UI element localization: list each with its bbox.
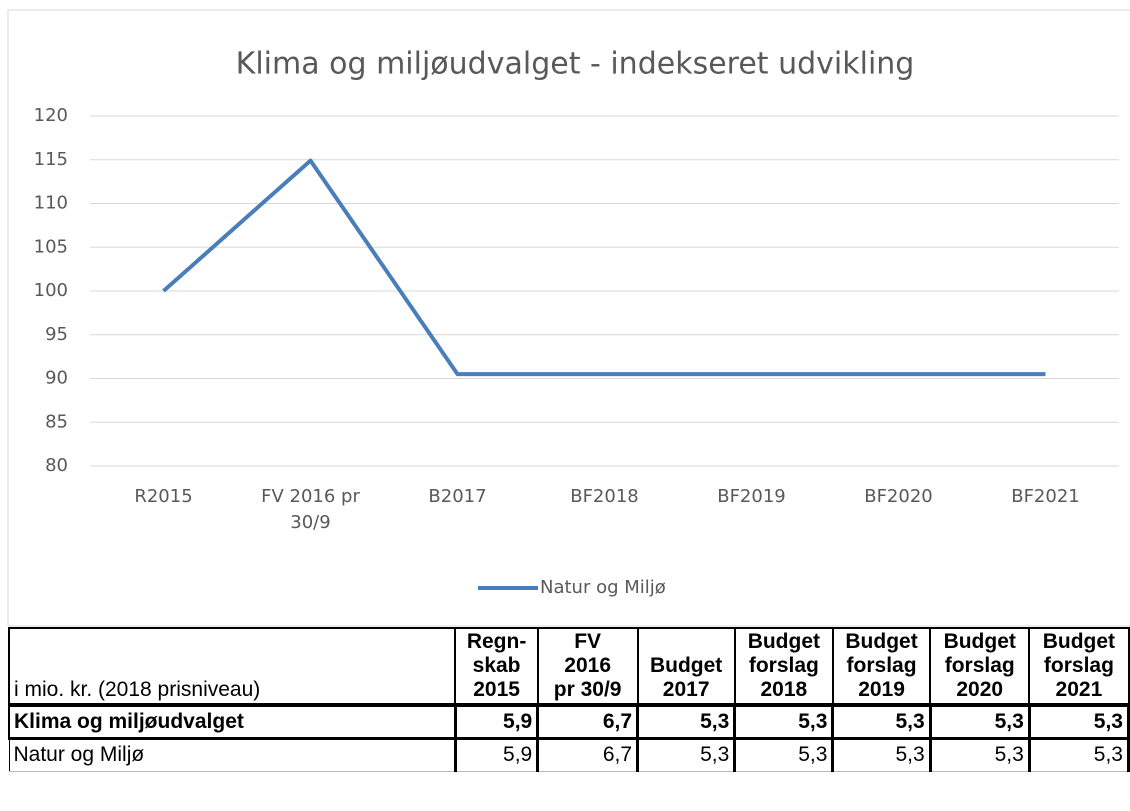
- table-cell: 5,3: [637, 737, 737, 772]
- x-tick-label: FV 2016 pr 30/9: [261, 486, 360, 533]
- table-row: Klima og miljøudvalget 5,9 6,7 5,3 5,3 5,3 5,3…: [7, 704, 1130, 740]
- y-tick-label: 115: [34, 149, 68, 170]
- table-cell: 6,7: [536, 704, 640, 740]
- y-tick-label: 105: [34, 236, 68, 257]
- table-row: i mio. kr. (2018 prisniveau) Regn- skab 2…: [7, 627, 1130, 707]
- table-cell: i mio. kr. (2018 prisniveau): [7, 627, 457, 707]
- x-tick-label: BF2018: [570, 486, 639, 507]
- legend-label: Natur og Miljø: [540, 577, 666, 598]
- x-tick-label: BF2020: [864, 486, 933, 507]
- table-cell: 5,3: [1028, 737, 1130, 772]
- table-cell: 5,3: [929, 704, 1031, 740]
- table-cell: Budget 2017: [636, 627, 736, 707]
- table-cell: 5,9: [454, 737, 540, 772]
- table-row: Natur og Miljø 5,9 6,7 5,3 5,3 5,3 5,3 5,3: [8, 737, 1130, 772]
- line: [162, 158, 1046, 377]
- table-cell: Budget forslag 2018: [733, 627, 834, 707]
- chart-title: Klima og miljøudvalget - indekseret udvi…: [236, 47, 915, 82]
- table-cell: 5,3: [929, 737, 1031, 772]
- table-cell: Budget forslag 2020: [929, 627, 1031, 707]
- x-tick-label: B2017: [428, 486, 487, 507]
- x-tick-label: BF2021: [1011, 486, 1080, 507]
- table-cell: 5,3: [734, 737, 835, 772]
- y-tick-label: 95: [45, 324, 68, 345]
- data-table: i mio. kr. (2018 prisniveau) Regn- skab 2…: [7, 627, 1130, 772]
- chart-frame: [7, 9, 1130, 627]
- y-tick-label: 100: [34, 280, 68, 301]
- table-cell: 6,7: [537, 737, 640, 772]
- x-tick-label: R2015: [134, 486, 193, 507]
- table-cell: Budget forslag 2019: [831, 627, 932, 707]
- table-cell: 5,3: [1028, 704, 1130, 740]
- table-cell: Natur og Miljø: [8, 737, 457, 772]
- table-cell: 5,3: [831, 704, 932, 740]
- table-cell: Klima og miljøudvalget: [7, 704, 457, 740]
- y-tick-label: 110: [34, 193, 68, 214]
- table-cell: Budget forslag 2021: [1028, 627, 1130, 707]
- table-cell: Regn- skab 2015: [454, 627, 539, 707]
- y-tick-label: 120: [34, 105, 68, 126]
- x-tick-label: BF2019: [717, 486, 786, 507]
- table-cell: 5,9: [454, 704, 540, 740]
- chart: Klima og miljøudvalget - indekseret udvi…: [7, 9, 1130, 627]
- table-cell: 5,3: [832, 737, 932, 772]
- y-tick-label: 90: [45, 368, 68, 389]
- y-tick-label: 80: [45, 455, 68, 476]
- y-tick-label: 85: [45, 411, 68, 432]
- table-cell: FV 2016 pr 30/9: [536, 627, 639, 707]
- table-cell: 5,3: [636, 704, 737, 740]
- table-cell: 5,3: [733, 704, 835, 740]
